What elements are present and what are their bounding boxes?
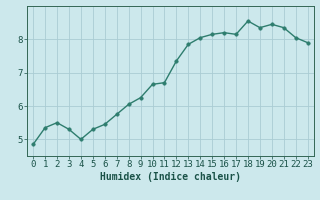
X-axis label: Humidex (Indice chaleur): Humidex (Indice chaleur) xyxy=(100,172,241,182)
